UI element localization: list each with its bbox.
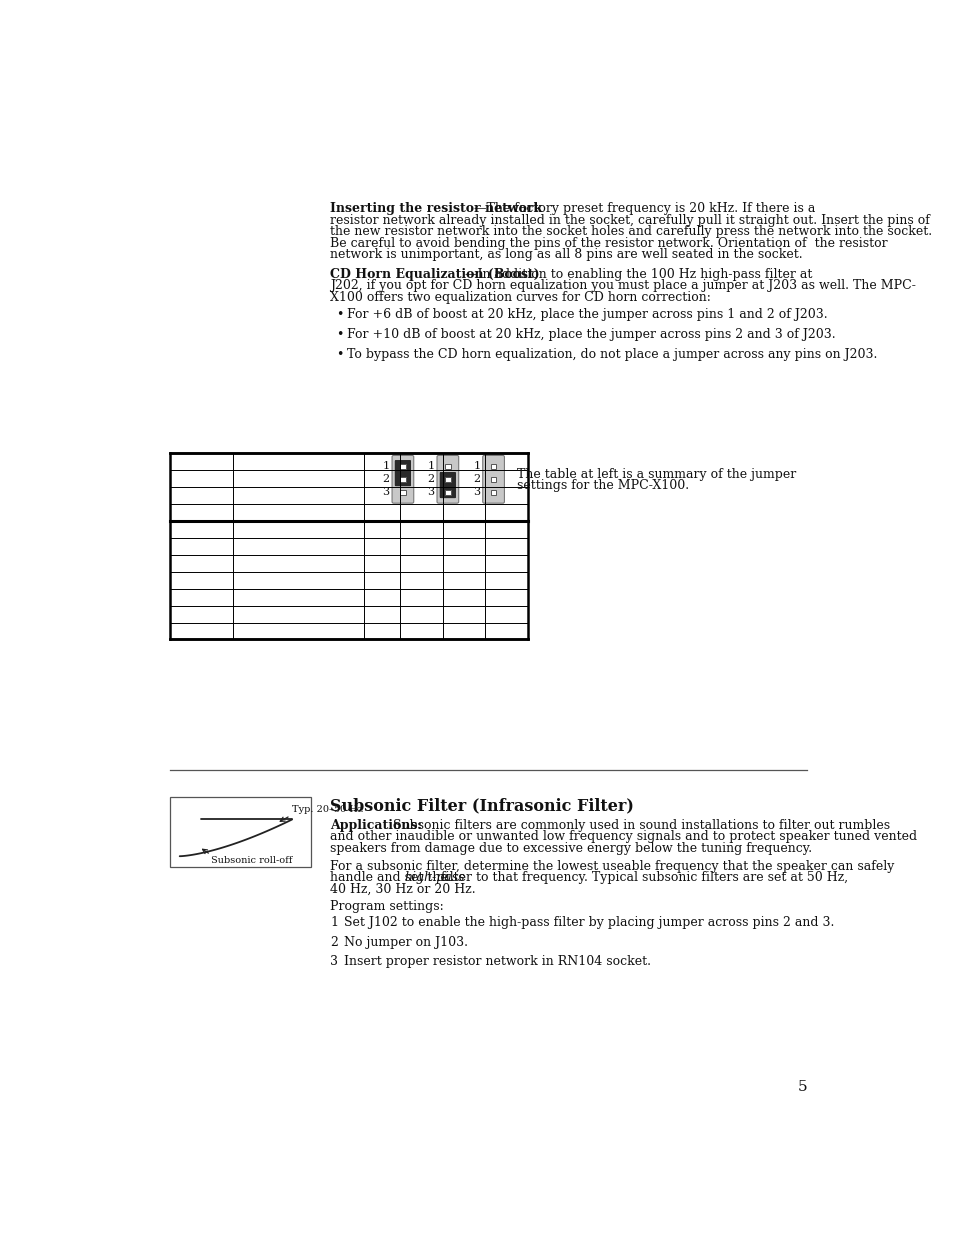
Text: speakers from damage due to excessive energy below the tuning frequency.: speakers from damage due to excessive en…: [330, 842, 811, 855]
Bar: [399, 490, 405, 495]
Bar: [445, 477, 450, 482]
Text: For +6 dB of boost at 20 kHz, place the jumper across pins 1 and 2 of J203.: For +6 dB of boost at 20 kHz, place the …: [347, 309, 827, 321]
Text: No jumper on J103.: No jumper on J103.: [344, 936, 468, 948]
Text: 2: 2: [330, 936, 337, 948]
Text: the new resistor network into the socket holes and carefully press the network i: the new resistor network into the socket…: [330, 225, 931, 238]
Bar: [491, 490, 496, 495]
Text: Be careful to avoid bending the pins of the resistor network. Orientation of  th: Be careful to avoid bending the pins of …: [330, 237, 886, 249]
Text: The table at left is a summary of the jumper: The table at left is a summary of the ju…: [517, 468, 795, 480]
Text: Insert proper resistor network in RN104 socket.: Insert proper resistor network in RN104 …: [344, 955, 650, 968]
FancyBboxPatch shape: [482, 456, 504, 503]
Text: 1: 1: [473, 461, 480, 472]
Text: high-pass: high-pass: [404, 871, 464, 884]
Text: —In addition to enabling the 100 Hz high-pass filter at: —In addition to enabling the 100 Hz high…: [464, 268, 811, 280]
Text: For +10 dB of boost at 20 kHz, place the jumper across pins 2 and 3 of J203.: For +10 dB of boost at 20 kHz, place the…: [347, 329, 835, 341]
Text: 2: 2: [382, 474, 390, 484]
Bar: [399, 477, 405, 482]
Bar: [171, 798, 311, 867]
Text: filter to that frequency. Typical subsonic filters are set at 50 Hz,: filter to that frequency. Typical subson…: [436, 871, 847, 884]
Text: Subsonic filters are commonly used in sound installations to filter out rumbles: Subsonic filters are commonly used in so…: [389, 819, 890, 832]
Text: 3: 3: [382, 488, 390, 498]
FancyBboxPatch shape: [439, 472, 456, 498]
Text: •: •: [335, 329, 343, 341]
Bar: [491, 463, 496, 469]
Text: network is unimportant, as long as all 8 pins are well seated in the socket.: network is unimportant, as long as all 8…: [330, 248, 801, 262]
Text: Subsonic roll-off: Subsonic roll-off: [212, 856, 293, 866]
Text: 3: 3: [427, 488, 435, 498]
Text: resistor network already installed in the socket, carefully pull it straight out: resistor network already installed in th…: [330, 214, 929, 227]
Text: handle and set the: handle and set the: [330, 871, 452, 884]
Text: 40 Hz, 30 Hz or 20 Hz.: 40 Hz, 30 Hz or 20 Hz.: [330, 883, 476, 895]
Bar: [445, 490, 450, 495]
Bar: [399, 463, 405, 469]
Text: Program settings:: Program settings:: [330, 900, 443, 914]
Text: 1: 1: [382, 461, 390, 472]
Text: 3: 3: [330, 955, 337, 968]
Text: settings for the MPC-X100.: settings for the MPC-X100.: [517, 479, 688, 493]
Text: J202, if you opt for CD horn equalization you must place a jumper at J203 as wel: J202, if you opt for CD horn equalizatio…: [330, 279, 915, 293]
FancyBboxPatch shape: [392, 456, 414, 503]
Text: Applications:: Applications:: [330, 819, 421, 832]
Text: X100 offers two equalization curves for CD horn correction:: X100 offers two equalization curves for …: [330, 290, 710, 304]
Text: 5: 5: [797, 1079, 806, 1094]
Text: Typ. 20–50 Hz: Typ. 20–50 Hz: [292, 805, 363, 814]
Text: Subsonic Filter (Infrasonic Filter): Subsonic Filter (Infrasonic Filter): [330, 798, 633, 814]
Text: Set J102 to enable the high-pass filter by placing jumper across pins 2 and 3.: Set J102 to enable the high-pass filter …: [344, 916, 834, 929]
Text: To bypass the CD horn equalization, do not place a jumper across any pins on J20: To bypass the CD horn equalization, do n…: [347, 347, 877, 361]
Text: 2: 2: [427, 474, 435, 484]
Text: 1: 1: [427, 461, 435, 472]
Text: —The factory preset frequency is 20 kHz. If there is a: —The factory preset frequency is 20 kHz.…: [474, 203, 815, 215]
FancyBboxPatch shape: [436, 456, 458, 503]
Text: •: •: [335, 309, 343, 321]
Text: •: •: [335, 347, 343, 361]
Text: 2: 2: [473, 474, 480, 484]
Bar: [445, 463, 450, 469]
Text: Inserting the resistor network: Inserting the resistor network: [330, 203, 541, 215]
Bar: [491, 477, 496, 482]
Text: For a subsonic filter, determine the lowest useable frequency that the speaker c: For a subsonic filter, determine the low…: [330, 860, 894, 873]
Text: 3: 3: [473, 488, 480, 498]
FancyBboxPatch shape: [395, 461, 410, 485]
Text: and other inaudible or unwanted low frequency signals and to protect speaker tun: and other inaudible or unwanted low freq…: [330, 830, 916, 844]
Text: CD Horn Equalization (Boost): CD Horn Equalization (Boost): [330, 268, 539, 280]
Text: 1: 1: [330, 916, 337, 929]
